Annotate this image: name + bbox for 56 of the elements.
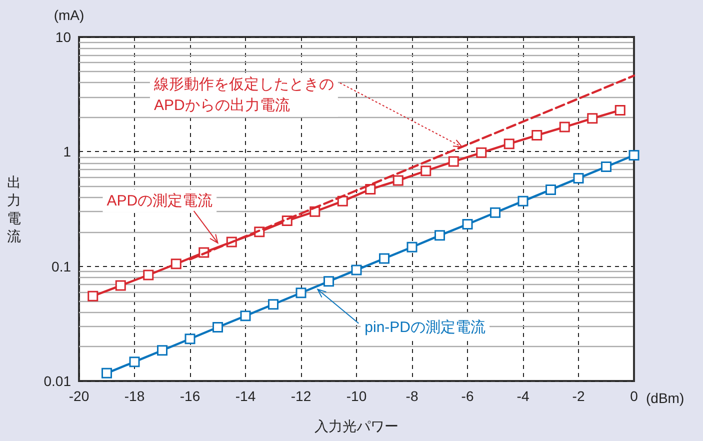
point	[614, 104, 626, 116]
point	[212, 322, 223, 333]
point	[434, 230, 445, 241]
x-tick-label: -10	[346, 388, 367, 404]
point	[102, 368, 112, 378]
point	[268, 299, 278, 310]
point	[462, 218, 473, 230]
point	[587, 113, 598, 124]
x-tick-label: -16	[180, 388, 200, 404]
point	[170, 258, 182, 270]
y-tick-label: 0.01	[44, 373, 72, 389]
point	[573, 172, 584, 184]
y-tick-label: 1	[63, 144, 72, 160]
point	[324, 276, 334, 287]
point	[365, 184, 376, 195]
point	[296, 288, 306, 298]
x-tick-label: -20	[68, 388, 90, 404]
annotation: pin-PDの測定電流	[364, 318, 486, 336]
y-axis-title: 出力電流	[7, 174, 21, 244]
x-tick-label: -8	[406, 388, 418, 404]
point	[379, 253, 390, 264]
point	[240, 310, 251, 322]
point	[420, 166, 432, 176]
x-tick-label: -6	[461, 388, 474, 404]
point	[532, 130, 542, 141]
point	[351, 264, 362, 276]
point	[504, 138, 514, 150]
point	[143, 270, 154, 280]
point	[115, 280, 126, 291]
point	[628, 150, 640, 161]
point	[490, 207, 500, 218]
annotation: 線形動作を仮定したときの APDからの出力電流	[152, 76, 334, 114]
point	[129, 356, 140, 368]
x-tick-label: -4	[516, 388, 530, 404]
point	[157, 345, 168, 356]
point	[546, 184, 556, 195]
x-tick-label: -2	[572, 388, 585, 404]
point	[518, 196, 528, 206]
x-tick-label: 0	[630, 388, 638, 404]
point	[406, 242, 418, 252]
x-tick-label: -12	[290, 388, 312, 404]
point	[448, 156, 459, 167]
x-tick-label: -14	[235, 388, 256, 404]
point	[88, 290, 98, 302]
point	[184, 334, 196, 344]
point	[476, 147, 487, 158]
text: (mA)	[54, 7, 84, 23]
point	[601, 161, 612, 172]
y-tick-label: 0.1	[52, 258, 72, 274]
x-axis-title: 入力光パワー	[314, 418, 398, 434]
x-tick-label: -18	[124, 388, 145, 404]
text: (dBm)	[646, 390, 684, 406]
point	[559, 122, 570, 132]
point	[392, 175, 404, 186]
annotation: APDの測定電流	[106, 192, 213, 210]
y-tick-label: 10	[55, 29, 72, 45]
